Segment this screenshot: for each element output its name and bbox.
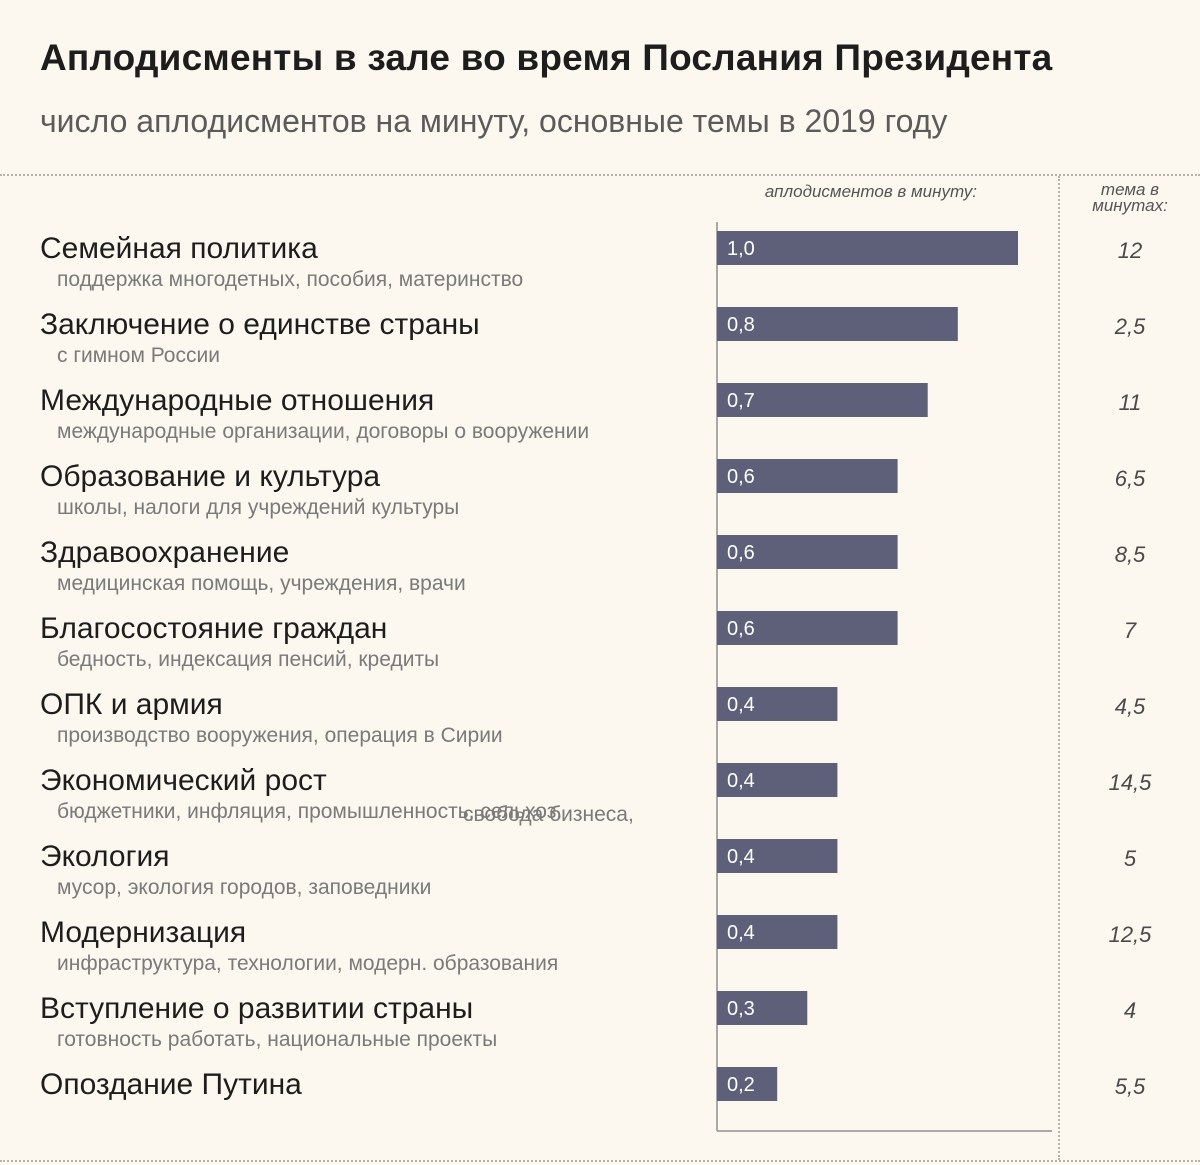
row-label: Экология: [40, 840, 170, 873]
minutes-value: 5,5: [1115, 1074, 1146, 1099]
row-description: мусор, экология городов, заповедники: [57, 876, 431, 899]
minutes-value: 12: [1118, 238, 1142, 263]
bar-value-label: 0,4: [727, 770, 755, 792]
bar-value-label: 0,6: [727, 618, 755, 640]
bar-value-label: 0,7: [727, 390, 755, 412]
minutes-value: 7: [1124, 618, 1137, 643]
row-label: Экономический рост: [40, 764, 327, 797]
bar-value-label: 1,0: [727, 238, 755, 260]
bar-value-label: 0,6: [727, 542, 755, 564]
row-description: инфраструктура, технологии, модерн. обра…: [57, 952, 558, 975]
row-label: Опоздание Путина: [40, 1068, 302, 1101]
minutes-value: 4: [1124, 998, 1136, 1023]
row-inline-description: свобода бизнеса,: [463, 803, 634, 826]
minutes-value: 2,5: [1114, 314, 1146, 339]
row-description: производство вооружения, операция в Сири…: [57, 724, 503, 747]
bar-value-label: 0,4: [727, 694, 755, 716]
bar-value-label: 0,4: [727, 922, 755, 944]
row-label: ОПК и армия: [40, 688, 223, 721]
bottom-dotted-divider: [0, 1160, 1200, 1162]
row-description: поддержка многодетных, пособия, материнс…: [57, 268, 523, 291]
bar: [717, 231, 1018, 265]
bar-value-label: 0,8: [727, 314, 755, 336]
row-label: Модернизация: [40, 916, 246, 949]
bar: [717, 687, 838, 721]
top-dotted-divider: [0, 174, 1200, 176]
row-description: готовность работать, национальные проект…: [57, 1028, 497, 1051]
minutes-column-header: тема в минутах:: [1092, 180, 1168, 215]
minutes-value: 12,5: [1109, 922, 1153, 947]
bar-value-label: 0,3: [727, 998, 755, 1020]
minutes-column-divider: [1058, 176, 1060, 1160]
minutes-value: 5: [1124, 846, 1137, 871]
row-label: Вступление о развитии страны: [40, 992, 473, 1025]
row-description: с гимном России: [57, 344, 220, 367]
row-description: медицинская помощь, учреждения, врачи: [57, 572, 466, 595]
chart-subtitle: число аплодисментов на минуту, основные …: [40, 103, 948, 139]
bar: [717, 1067, 778, 1101]
bar: [717, 459, 898, 493]
row-description: бедность, индексация пенсий, кредиты: [57, 648, 439, 671]
bar-value-label: 0,4: [727, 846, 755, 868]
bar: [717, 535, 898, 569]
minutes-value: 4,5: [1115, 694, 1146, 719]
bar: [717, 915, 838, 949]
bar: [717, 611, 898, 645]
row-label: Здравоохранение: [40, 536, 289, 569]
chart-title: Аплодисменты в зале во время Послания Пр…: [40, 37, 1053, 78]
rate-column-header: аплодисментов в минуту:: [764, 182, 977, 201]
row-description: международные организации, договоры о во…: [57, 420, 589, 443]
row-description: школы, налоги для учреждений культуры: [57, 496, 459, 519]
bar: [717, 991, 808, 1025]
minutes-value: 8,5: [1115, 542, 1146, 567]
minutes-value: 14,5: [1109, 770, 1153, 795]
bar: [717, 307, 958, 341]
row-label: Заключение о единстве страны: [40, 308, 480, 341]
bar: [717, 763, 838, 797]
row-label: Международные отношения: [40, 384, 434, 417]
row-label: Семейная политика: [40, 232, 318, 265]
bar-value-label: 0,6: [727, 466, 755, 488]
minutes-value: 11: [1119, 390, 1142, 415]
minutes-value: 6,5: [1115, 466, 1146, 491]
bar-value-label: 0,2: [727, 1074, 755, 1096]
row-label: Благосостояние граждан: [40, 612, 387, 645]
bar: [717, 839, 838, 873]
row-label: Образование и культура: [40, 460, 380, 493]
bar: [717, 383, 928, 417]
row-description: бюджетники, инфляция, промышленность, се…: [57, 800, 562, 823]
